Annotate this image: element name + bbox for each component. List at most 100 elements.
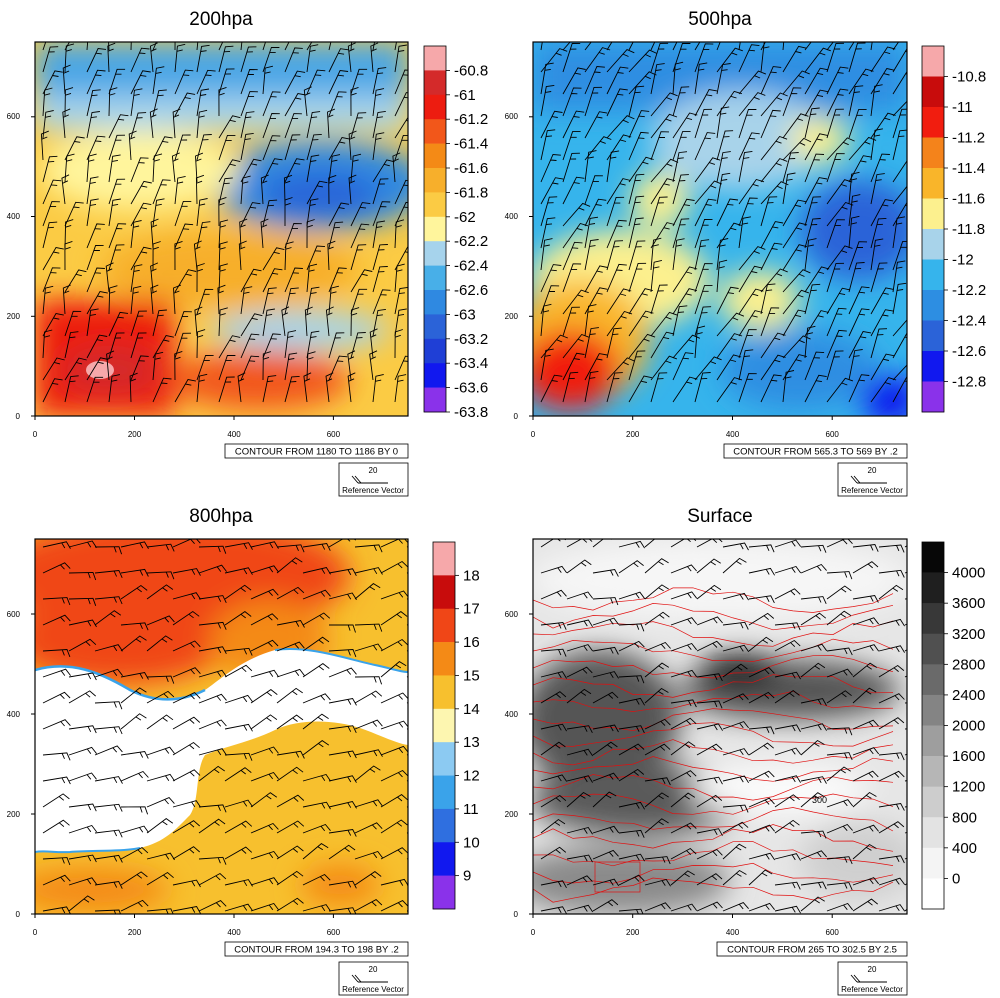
colorbar-swatch: [433, 742, 455, 776]
colorbar-swatch: [922, 137, 944, 169]
colorbar-swatch: [433, 808, 455, 843]
colorbar-label: -63.8: [454, 404, 488, 421]
contour-info-text: CONTOUR FROM 194.3 TO 198 BY .2: [234, 945, 399, 956]
colorbar-swatch: [922, 786, 944, 818]
x-axis: 0 200 400 600: [531, 416, 839, 439]
contour-info-text: CONTOUR FROM 565.3 TO 569 BY .2: [733, 447, 898, 458]
colorbar-label: -63.2: [454, 331, 488, 348]
colorbar-label: -12.4: [952, 313, 986, 330]
panel-surface: Surface 300 0 200 400 600 0: [505, 506, 985, 996]
colorbar-label: -12.6: [952, 343, 986, 360]
colorbar-label: 2800: [952, 656, 985, 673]
x-tick-label: 600: [826, 928, 840, 937]
x-tick-label: 0: [33, 430, 38, 439]
colorbar-label: -61.8: [454, 184, 488, 201]
colorbar-swatch: [922, 694, 944, 726]
reference-vector: 20 Reference Vector: [338, 961, 409, 996]
colorbar-swatch: [922, 725, 944, 757]
colorbar-label: -61.2: [454, 111, 488, 128]
plot-frame: [34, 41, 409, 417]
colorbar-label: 10: [463, 834, 480, 851]
colorbar-swatch: [922, 259, 944, 291]
colorbar-swatch: [424, 119, 446, 144]
x-tick-label: 0: [33, 928, 38, 937]
terrain-mask: [35, 648, 408, 853]
colorbar-swatch: [424, 314, 446, 340]
colorbar-label: -63: [454, 306, 476, 323]
colorbar-swatch: [433, 675, 455, 710]
colorbar-label: 2400: [952, 687, 985, 704]
colorbar-label: 400: [952, 840, 977, 857]
colorbar-label: -12: [952, 252, 974, 269]
x-tick-label: 200: [626, 928, 640, 937]
colorbar-label: 13: [463, 734, 480, 751]
colorbar-swatch: [424, 387, 446, 413]
colorbar-label: -11.4: [952, 160, 985, 177]
y-tick-label: 600: [505, 610, 519, 619]
contour-info-box: CONTOUR FROM 565.3 TO 569 BY .2: [723, 443, 908, 459]
y-tick-label: 0: [16, 412, 21, 421]
colorbar-swatch: [922, 381, 944, 413]
colorbar-swatch: [433, 875, 455, 910]
colorbar-label: -62.2: [454, 233, 488, 250]
colorbar-swatch: [922, 633, 944, 665]
colorbar-label: 2000: [952, 718, 985, 735]
colorbar-swatch: [433, 608, 455, 643]
reference-vector: 20 Reference Vector: [338, 462, 409, 497]
plot-frame: [532, 538, 908, 915]
y-tick-label: 200: [505, 312, 519, 321]
panel-500hpa: 500hpa 0 200 400 600: [505, 9, 986, 497]
y-tick-label: 400: [505, 710, 519, 719]
reference-vector-label: Reference Vector: [841, 985, 903, 994]
colorbar-swatch: [922, 168, 944, 199]
colorbar: 18 17 16 15 14 13 12 11 10 9: [432, 541, 480, 910]
colorbar-label: 800: [952, 809, 977, 826]
wind-barbs: [540, 42, 907, 403]
colorbar-label: -60.8: [454, 62, 488, 79]
y-axis: 0 200 400 600: [505, 610, 533, 919]
colorbar-swatch: [424, 143, 446, 169]
colorbar-label: -11: [952, 99, 973, 116]
y-axis: 0 200 400 600: [7, 112, 35, 421]
colorbar-label: 1600: [952, 748, 985, 765]
colorbar-label: 3200: [952, 626, 985, 643]
reference-vector: 20 Reference Vector: [837, 961, 908, 996]
colorbar-label: 16: [463, 634, 480, 651]
colorbar-label: -62: [454, 209, 476, 226]
colorbar-label: 9: [463, 868, 471, 885]
x-tick-label: 400: [726, 430, 740, 439]
reference-vector-value: 20: [868, 466, 877, 475]
contour-info-box: CONTOUR FROM 265 TO 302.5 BY 2.5: [716, 941, 908, 957]
colorbar-swatch: [922, 756, 944, 787]
panel-title: 800hpa: [189, 506, 253, 527]
colorbar-label: 0: [952, 870, 960, 887]
reference-vector-label: Reference Vector: [342, 985, 404, 994]
colorbar-label: -10.8: [952, 69, 986, 86]
colorbar-swatch: [424, 241, 446, 266]
colorbar-label: -11.2: [952, 130, 985, 147]
colorbar-swatch: [433, 575, 455, 610]
colorbar-swatch: [433, 708, 455, 743]
colorbar: -60.8 -61 -61.2 -61.4 -61.6 -61.8 -62 -62.2 -62.…: [423, 45, 488, 421]
colorbar-label: 12: [463, 768, 480, 785]
contour-info-box: CONTOUR FROM 194.3 TO 198 BY .2: [224, 941, 409, 957]
contour-info-box: CONTOUR FROM 1180 TO 1186 BY 0: [224, 443, 409, 459]
colorbar-swatch: [424, 290, 446, 315]
x-tick-label: 0: [531, 430, 536, 439]
colorbar-swatch: [922, 542, 944, 573]
colorbar-label: -61.6: [454, 160, 488, 177]
x-axis: 0 200 400 600: [33, 914, 341, 937]
y-tick-label: 600: [505, 112, 519, 121]
panel-800hpa: 800hpa 0 200 400 600 0 200: [7, 506, 480, 996]
panel-200hpa: 200hpa 0 200 400 600: [7, 9, 488, 497]
colorbar-swatch: [922, 229, 944, 260]
y-tick-label: 400: [7, 212, 21, 221]
colorbar-swatch: [424, 363, 446, 388]
x-tick-label: 200: [128, 430, 142, 439]
x-tick-label: 400: [227, 928, 241, 937]
colorbar-swatch: [424, 168, 446, 193]
y-tick-label: 200: [7, 810, 21, 819]
y-tick-label: 200: [7, 312, 21, 321]
